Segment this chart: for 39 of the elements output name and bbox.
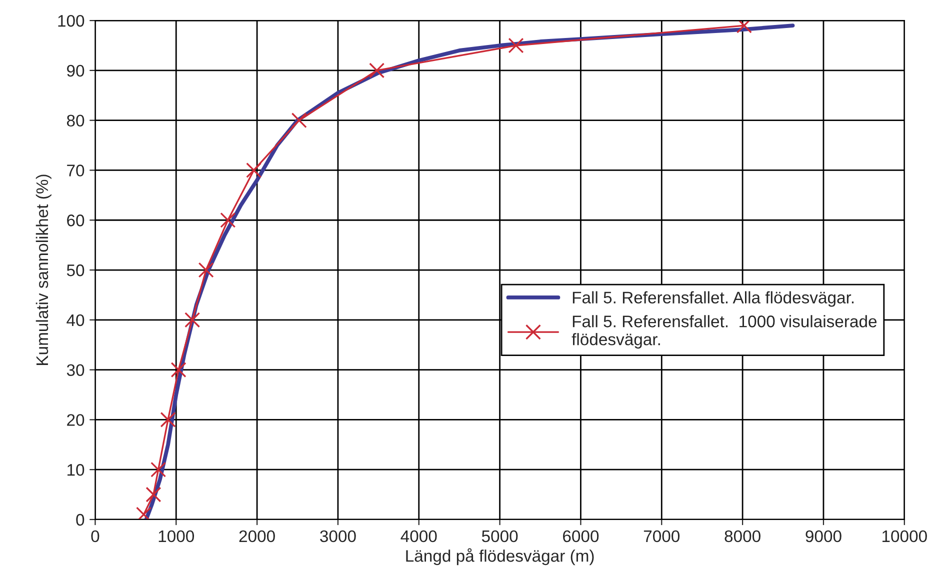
point — [160, 412, 176, 428]
y-tick-label: 100 — [58, 14, 84, 27]
point — [150, 462, 166, 478]
x-axis-title: Längd på flödesvägar (m) — [406, 548, 594, 566]
x-tick-label: 5000 — [482, 530, 518, 542]
x-tick-label: 3000 — [320, 530, 356, 542]
legend-label: Fall 5. Referensfallet. 1000 visulaiserade flödesvägar. — [572, 315, 877, 349]
point — [170, 362, 186, 378]
point — [369, 62, 385, 78]
x-tick-label: 4000 — [400, 530, 437, 542]
y-tick-label: 10 — [68, 464, 84, 476]
x-tick-label: 10000 — [882, 530, 927, 542]
point — [198, 262, 214, 278]
x-tick-label: 0 — [91, 530, 100, 542]
y-tick-label: 80 — [66, 114, 84, 127]
y-tick-label: 40 — [66, 314, 84, 326]
legend-label: Fall 5. Referensfallet. Alla flödesvägar. — [572, 291, 854, 307]
y-tick-label: 0 — [76, 514, 84, 526]
y-tick-label: 20 — [67, 414, 84, 426]
y-tick-label: 30 — [66, 364, 84, 376]
point — [246, 162, 262, 178]
point — [146, 486, 162, 502]
y-tick-label: 60 — [67, 214, 84, 226]
x-tick-label: 8000 — [724, 530, 760, 542]
y-tick-label: 90 — [67, 64, 84, 77]
x-tick-label: 9000 — [806, 530, 842, 542]
y-tick-label: 50 — [66, 264, 84, 276]
point — [136, 506, 152, 520]
point — [184, 312, 200, 328]
point — [291, 112, 307, 128]
y-axis-title: Kumulativ sannolikhet (%) — [36, 174, 52, 365]
y-tick-label: 70 — [67, 164, 84, 176]
x-tick-label: 6000 — [563, 530, 599, 542]
x-tick-label: 7000 — [644, 530, 680, 542]
x-tick-label: 1000 — [158, 530, 194, 542]
point — [736, 20, 752, 34]
point — [508, 38, 524, 54]
point — [220, 212, 236, 228]
x-tick-label: 2000 — [239, 530, 275, 542]
